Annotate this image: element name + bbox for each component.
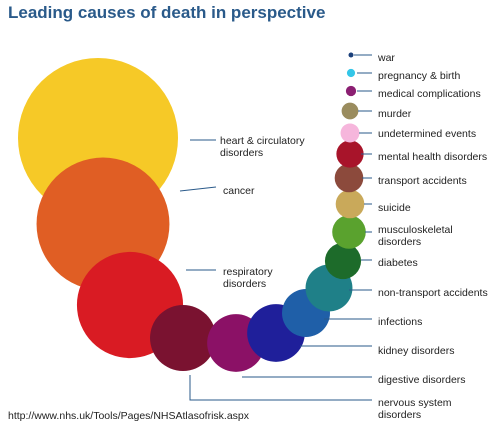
label-diabetes: diabetes [378,257,418,269]
bubble-medical-complications [345,85,357,97]
label-heart-and-circulatory-disorders: heart & circulatory [220,135,305,147]
label-digestive-disorders: digestive disorders [378,374,466,386]
label-pregnancy-and-birth: pregnancy & birth [378,70,460,82]
label-transport-accidents: transport accidents [378,175,467,187]
label-undetermined-events: undetermined events [378,128,476,140]
chart-title: Leading causes of death in perspective [8,3,326,22]
label-respiratory-disorders: respiratory [223,266,273,278]
label-nervous-system-disorders: nervous system [378,397,452,409]
label-respiratory-disorders-line-2: disorders [223,278,266,290]
bubble-mental-health-disorders [336,140,364,168]
label-cancer: cancer [223,185,255,197]
source-link[interactable]: http://www.nhs.uk/Tools/Pages/NHSAtlasof… [8,410,250,422]
label-medical-complications: medical complications [378,88,481,100]
label-murder: murder [378,108,412,120]
label-heart-and-circulatory-disorders-line-2: disorders [220,147,263,159]
bubble-war [348,52,354,58]
bubble-diabetes [324,242,362,280]
label-kidney-disorders: kidney disorders [378,345,454,357]
label-war: war [377,52,395,64]
label-non-transport-accidents: non-transport accidents [378,287,488,299]
leader-line-cancer [179,186,217,192]
bubble-musculoskeletal-disorders [332,215,366,249]
label-musculoskeletal-disorders-line-2: disorders [378,236,421,248]
bubble-nervous-system-disorders [150,305,216,371]
bubble-murder [341,102,359,120]
bubble-undetermined-events [340,123,360,143]
label-mental-health-disorders: mental health disorders [378,151,487,163]
bubble-suicide [335,189,365,219]
label-musculoskeletal-disorders: musculoskeletal [378,224,453,236]
label-suicide: suicide [378,202,411,214]
label-infections: infections [378,316,422,328]
bubble-transport-accidents [334,163,364,193]
leader-line-nervous-system-disorders [189,375,372,401]
bubble-pregnancy-and-birth [346,68,356,78]
label-nervous-system-disorders-line-2: disorders [378,409,421,421]
